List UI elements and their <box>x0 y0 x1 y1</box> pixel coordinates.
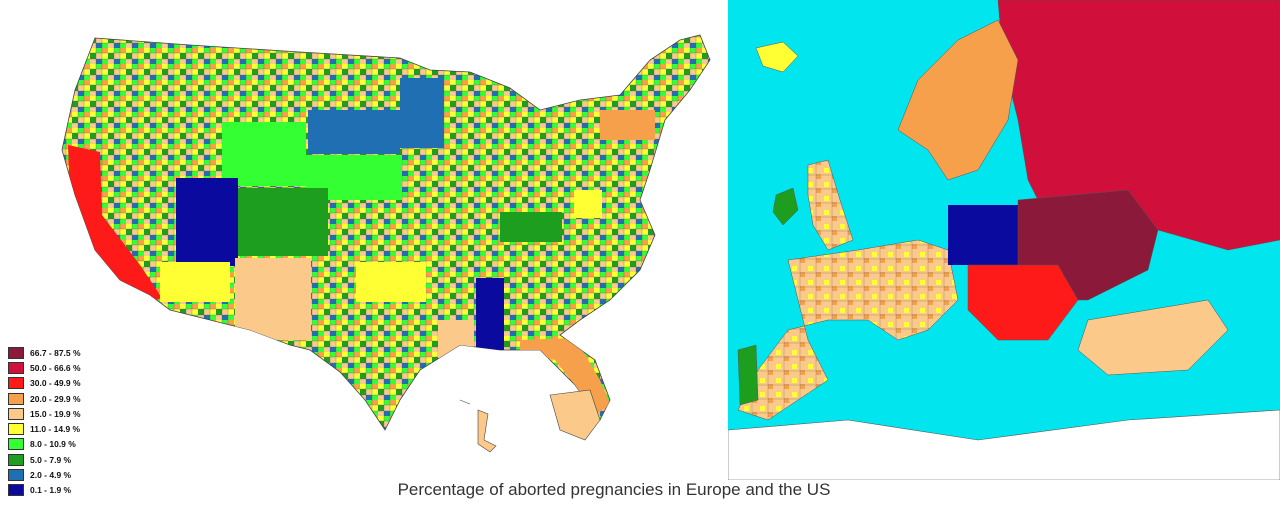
california <box>68 145 162 305</box>
legend-swatch <box>8 407 24 420</box>
legend-label: 50.0 - 66.6 % <box>30 362 81 373</box>
us-map <box>61 34 711 453</box>
europe-map <box>728 0 1280 480</box>
arizona <box>160 262 230 302</box>
south-dakota <box>308 110 400 154</box>
legend-item: 50.0 - 66.6 % <box>8 360 108 375</box>
legend-item: 0.1 - 1.9 % <box>8 483 108 498</box>
legend-item: 11.0 - 14.9 % <box>8 421 108 436</box>
map-legend: 66.7 - 87.5 % 50.0 - 66.6 % 30.0 - 49.9 % 2… <box>8 345 108 498</box>
legend-item: 20.0 - 29.9 % <box>8 391 108 406</box>
west-virginia <box>574 190 602 218</box>
louisiana <box>438 320 474 358</box>
new-york <box>600 110 655 140</box>
legend-item: 66.7 - 87.5 % <box>8 345 108 360</box>
legend-label: 15.0 - 19.9 % <box>30 408 81 419</box>
legend-label: 2.0 - 4.9 % <box>30 470 72 481</box>
new-mexico <box>235 258 311 340</box>
legend-swatch <box>8 361 24 374</box>
legend-swatch <box>8 484 24 497</box>
map-caption: Percentage of aborted pregnancies in Eur… <box>397 480 831 499</box>
legend-label: 66.7 - 87.5 % <box>30 347 81 358</box>
legend-label: 5.0 - 7.9 % <box>30 454 72 465</box>
legend-label: 30.0 - 49.9 % <box>30 378 81 389</box>
britain <box>807 159 854 251</box>
minnesota <box>400 78 444 148</box>
scandinavia <box>897 19 1019 181</box>
alaska <box>549 389 601 441</box>
legend-swatch <box>8 438 24 451</box>
poland <box>948 205 1018 265</box>
turkey <box>1077 299 1229 376</box>
legend-swatch <box>8 392 24 405</box>
us-map-panel: 66.7 - 87.5 % 50.0 - 66.6 % 30.0 - 49.9 % 2… <box>8 34 711 497</box>
legend-item: 15.0 - 19.9 % <box>8 406 108 421</box>
legend-label: 8.0 - 10.9 % <box>30 439 76 450</box>
legend-swatch <box>8 346 24 359</box>
legend-item: 2.0 - 4.9 % <box>8 467 108 482</box>
legend-swatch <box>8 377 24 390</box>
europe-map-panel <box>728 0 1280 480</box>
mississippi <box>476 278 504 350</box>
legend-swatch <box>8 453 24 466</box>
portugal <box>737 344 759 406</box>
legend-label: 0.1 - 1.9 % <box>30 485 72 496</box>
legend-label: 11.0 - 14.9 % <box>30 424 81 435</box>
legend-item: 30.0 - 49.9 % <box>8 376 108 391</box>
us-islands <box>459 389 601 453</box>
kentucky <box>500 212 562 242</box>
ukraine-romania <box>967 264 1079 341</box>
legend-swatch <box>8 469 24 482</box>
oklahoma <box>356 262 426 302</box>
legend-item: 8.0 - 10.9 % <box>8 437 108 452</box>
africa-landmass <box>728 409 1280 480</box>
legend-label: 20.0 - 29.9 % <box>30 393 81 404</box>
legend-item: 5.0 - 7.9 % <box>8 452 108 467</box>
utah <box>176 178 238 266</box>
colorado <box>238 188 328 256</box>
us-counties <box>61 34 711 431</box>
iceland <box>755 41 799 73</box>
hawaii <box>459 399 497 453</box>
ireland <box>772 187 799 226</box>
legend-swatch <box>8 423 24 436</box>
wyoming <box>222 122 306 186</box>
western-europe <box>737 239 959 421</box>
